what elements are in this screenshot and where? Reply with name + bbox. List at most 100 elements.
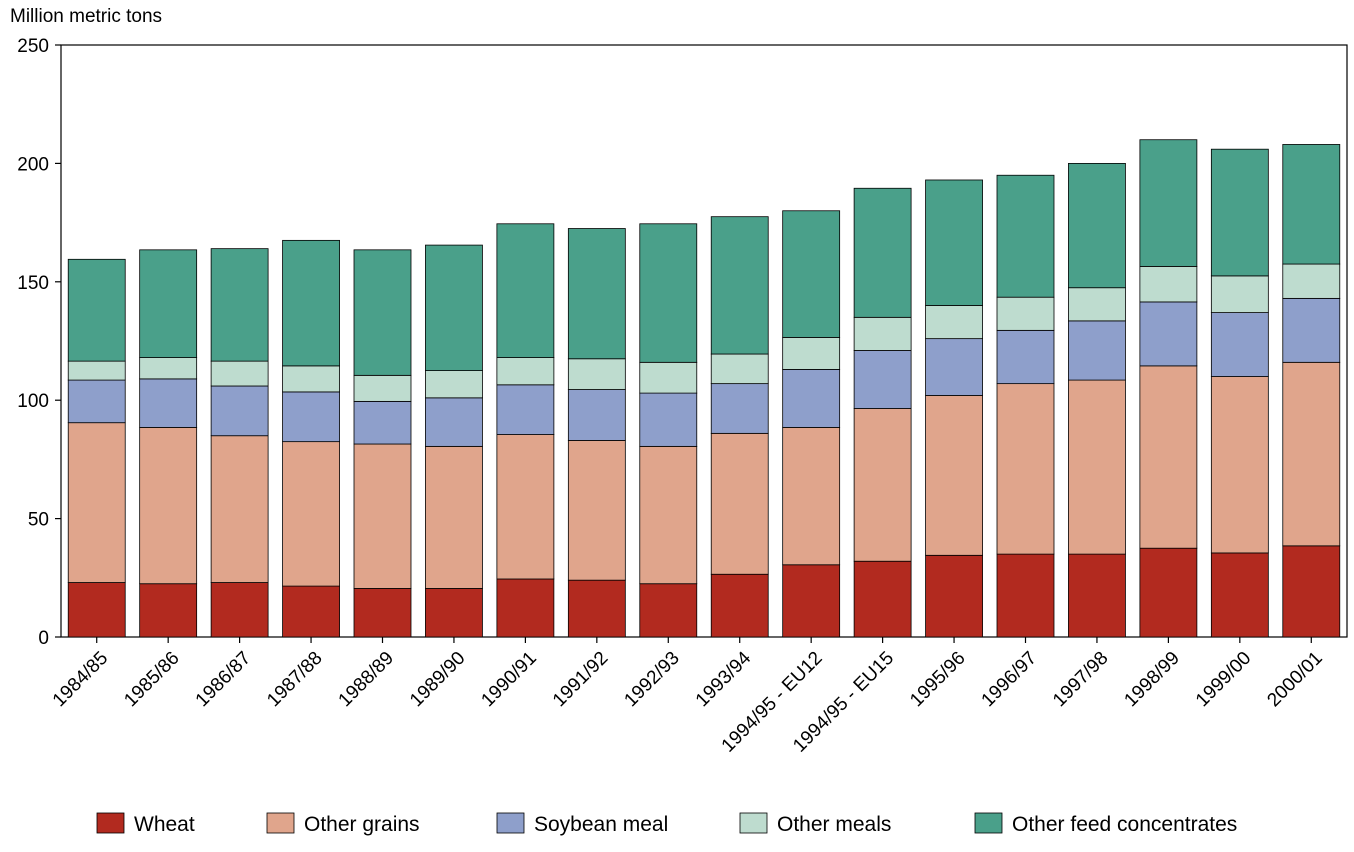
bar-segment <box>210 248 269 362</box>
bar-segment <box>496 434 555 580</box>
bar-segment <box>353 588 412 638</box>
bar-segment <box>1139 139 1198 267</box>
bar-segment <box>1210 552 1269 638</box>
bar-segment <box>567 579 626 638</box>
bar-segment <box>139 427 198 585</box>
bar-segment <box>496 357 555 386</box>
x-tick-label: 2000/01 <box>1263 648 1326 711</box>
bar-segment <box>710 573 769 638</box>
bar-segment <box>567 358 626 390</box>
bar-segment <box>639 223 698 363</box>
x-tick-label: 1989/90 <box>406 648 469 711</box>
bar-segment <box>925 338 983 396</box>
y-tick-label: 100 <box>17 391 49 412</box>
bar-segment <box>139 378 198 428</box>
bar-segment <box>353 443 412 589</box>
bar-segment <box>425 445 483 589</box>
bar-segment <box>639 361 698 394</box>
bar-segment <box>1282 545 1341 638</box>
bar-segment <box>1139 365 1198 549</box>
y-axis-ticks: 0 50 100 150 200 250 <box>17 36 61 649</box>
bar-segment <box>782 427 841 566</box>
bar-segment <box>1068 379 1126 555</box>
x-tick-label: 1984/85 <box>49 648 112 711</box>
bar-segment <box>782 369 841 428</box>
bar-segment <box>853 560 912 638</box>
bar-segment <box>496 384 555 435</box>
y-tick-label: 250 <box>17 36 49 57</box>
x-tick-label: 1987/88 <box>263 648 326 711</box>
bar-segment <box>853 187 912 318</box>
bar-segment <box>210 435 269 583</box>
bar-segment <box>425 244 483 371</box>
bar-segment <box>1282 297 1341 363</box>
plot-frame <box>60 44 1348 638</box>
bar-segment <box>139 249 198 358</box>
legend-label: Other feed concentrates <box>1012 813 1237 836</box>
bar-segment <box>996 553 1055 638</box>
y-tick-label: 150 <box>17 273 49 294</box>
bar-segment <box>282 239 340 367</box>
bar-segment <box>1210 376 1269 554</box>
x-tick-label: 1985/86 <box>120 648 183 711</box>
bar-segment <box>353 374 412 402</box>
bar-segment <box>210 360 269 387</box>
y-axis-label: Million metric tons <box>10 6 162 27</box>
bar-segment <box>353 400 412 445</box>
bar-segment <box>1068 320 1126 381</box>
bars <box>67 139 1341 638</box>
legend: Wheat Other grains Soybean meal Other meals… <box>96 812 1237 836</box>
bar-segment <box>1210 275 1269 313</box>
x-tick-label: 1999/00 <box>1192 648 1255 711</box>
y-tick-label: 200 <box>17 154 49 175</box>
bar-segment <box>210 582 269 638</box>
bar-segment <box>496 223 555 358</box>
bar-segment <box>1282 361 1341 547</box>
legend-swatch <box>266 812 295 834</box>
bar-segment <box>782 337 841 370</box>
bar-segment <box>1282 144 1341 265</box>
x-axis-labels: 1984/85 1985/86 1986/87 1987/88 1988/89 1989/… <box>49 637 1327 757</box>
legend-label: Other meals <box>777 813 891 836</box>
bar-segment <box>1068 553 1126 638</box>
legend-label: Other grains <box>304 813 420 836</box>
x-tick-label: 1991/92 <box>549 648 612 711</box>
bar-segment <box>425 588 483 638</box>
bar-segment <box>1139 301 1198 367</box>
legend-swatch <box>96 812 125 834</box>
bar-segment <box>996 329 1055 385</box>
bar-segment <box>67 360 126 381</box>
bar-segment <box>210 385 269 437</box>
bar-segment <box>996 174 1055 298</box>
bar-segment <box>782 564 841 638</box>
bar-segment <box>639 392 698 447</box>
bar-segment <box>282 585 340 638</box>
bar-segment <box>567 389 626 441</box>
bar-segment <box>782 210 841 338</box>
y-tick-label: 50 <box>28 510 49 531</box>
bar-segment <box>1210 148 1269 277</box>
bar-segment <box>67 379 126 424</box>
bar-segment <box>853 316 912 351</box>
bar-segment <box>710 216 769 355</box>
legend-swatch <box>496 812 525 834</box>
bar-segment <box>567 440 626 581</box>
bar-segment <box>710 383 769 434</box>
x-tick-label: 1988/89 <box>335 648 398 711</box>
bar-segment <box>282 365 340 393</box>
bar-segment <box>853 408 912 562</box>
bar-segment <box>353 249 412 376</box>
bar-segment <box>425 370 483 399</box>
bar-segment <box>639 583 698 638</box>
bar-segment <box>1068 287 1126 322</box>
bar-segment <box>925 554 983 638</box>
bar-segment <box>425 397 483 447</box>
y-tick-label: 0 <box>38 628 49 649</box>
bar-segment <box>710 432 769 575</box>
legend-label: Wheat <box>134 813 195 836</box>
x-tick-label: 1995/96 <box>906 648 969 711</box>
bar-segment <box>1210 312 1269 377</box>
bar-segment <box>139 583 198 638</box>
bar-segment <box>67 258 126 362</box>
legend-label: Soybean meal <box>534 813 668 836</box>
